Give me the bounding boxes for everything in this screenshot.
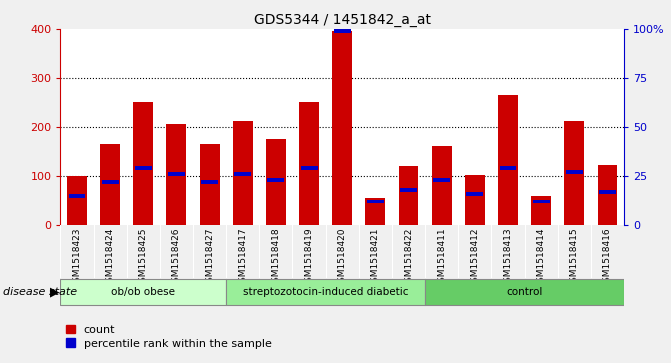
Text: GSM1518420: GSM1518420: [338, 228, 347, 288]
Text: GSM1518422: GSM1518422: [404, 228, 413, 288]
Text: disease state: disease state: [3, 287, 77, 297]
FancyBboxPatch shape: [60, 279, 226, 305]
Bar: [366, 198, 385, 225]
Bar: [431, 146, 452, 225]
Bar: [499, 166, 517, 170]
Bar: [333, 29, 351, 33]
Bar: [234, 172, 251, 176]
Title: GDS5344 / 1451842_a_at: GDS5344 / 1451842_a_at: [254, 13, 431, 26]
Bar: [367, 200, 384, 204]
Bar: [400, 188, 417, 192]
Text: GSM1518423: GSM1518423: [72, 228, 81, 288]
Bar: [135, 166, 152, 170]
Text: GSM1518427: GSM1518427: [205, 228, 214, 288]
Bar: [332, 30, 352, 225]
Bar: [566, 170, 582, 174]
Text: GSM1518417: GSM1518417: [238, 228, 247, 288]
FancyBboxPatch shape: [425, 279, 624, 305]
FancyBboxPatch shape: [226, 279, 425, 305]
Bar: [201, 180, 218, 184]
Text: GSM1518421: GSM1518421: [371, 228, 380, 288]
Bar: [597, 165, 617, 225]
Bar: [68, 194, 85, 197]
Bar: [466, 192, 483, 196]
Text: GSM1518415: GSM1518415: [570, 228, 579, 288]
Bar: [102, 180, 119, 184]
Bar: [67, 176, 87, 225]
Bar: [301, 166, 317, 170]
Bar: [531, 196, 551, 225]
Text: GSM1518424: GSM1518424: [105, 228, 115, 288]
Text: GSM1518426: GSM1518426: [172, 228, 181, 288]
Bar: [465, 175, 484, 225]
Text: control: control: [507, 287, 543, 297]
Bar: [134, 102, 153, 225]
Text: GSM1518425: GSM1518425: [139, 228, 148, 288]
Legend: count, percentile rank within the sample: count, percentile rank within the sample: [66, 325, 272, 348]
Text: GSM1518419: GSM1518419: [305, 228, 313, 288]
Bar: [168, 172, 185, 176]
Text: GSM1518413: GSM1518413: [503, 228, 513, 288]
Text: streptozotocin-induced diabetic: streptozotocin-induced diabetic: [243, 287, 409, 297]
Bar: [200, 144, 219, 225]
Text: GSM1518414: GSM1518414: [537, 228, 546, 288]
Bar: [166, 124, 187, 225]
Text: GSM1518411: GSM1518411: [437, 228, 446, 288]
Bar: [233, 121, 253, 225]
Bar: [599, 190, 616, 194]
Bar: [399, 166, 419, 225]
Text: ob/ob obese: ob/ob obese: [111, 287, 175, 297]
Bar: [299, 102, 319, 225]
Bar: [100, 144, 120, 225]
Bar: [498, 95, 518, 225]
Bar: [533, 200, 550, 204]
Bar: [433, 178, 450, 182]
Bar: [266, 139, 286, 225]
Text: ▶: ▶: [50, 286, 60, 299]
Text: GSM1518416: GSM1518416: [603, 228, 612, 288]
Text: GSM1518418: GSM1518418: [271, 228, 280, 288]
Bar: [564, 121, 584, 225]
Bar: [268, 178, 285, 182]
Text: GSM1518412: GSM1518412: [470, 228, 479, 288]
